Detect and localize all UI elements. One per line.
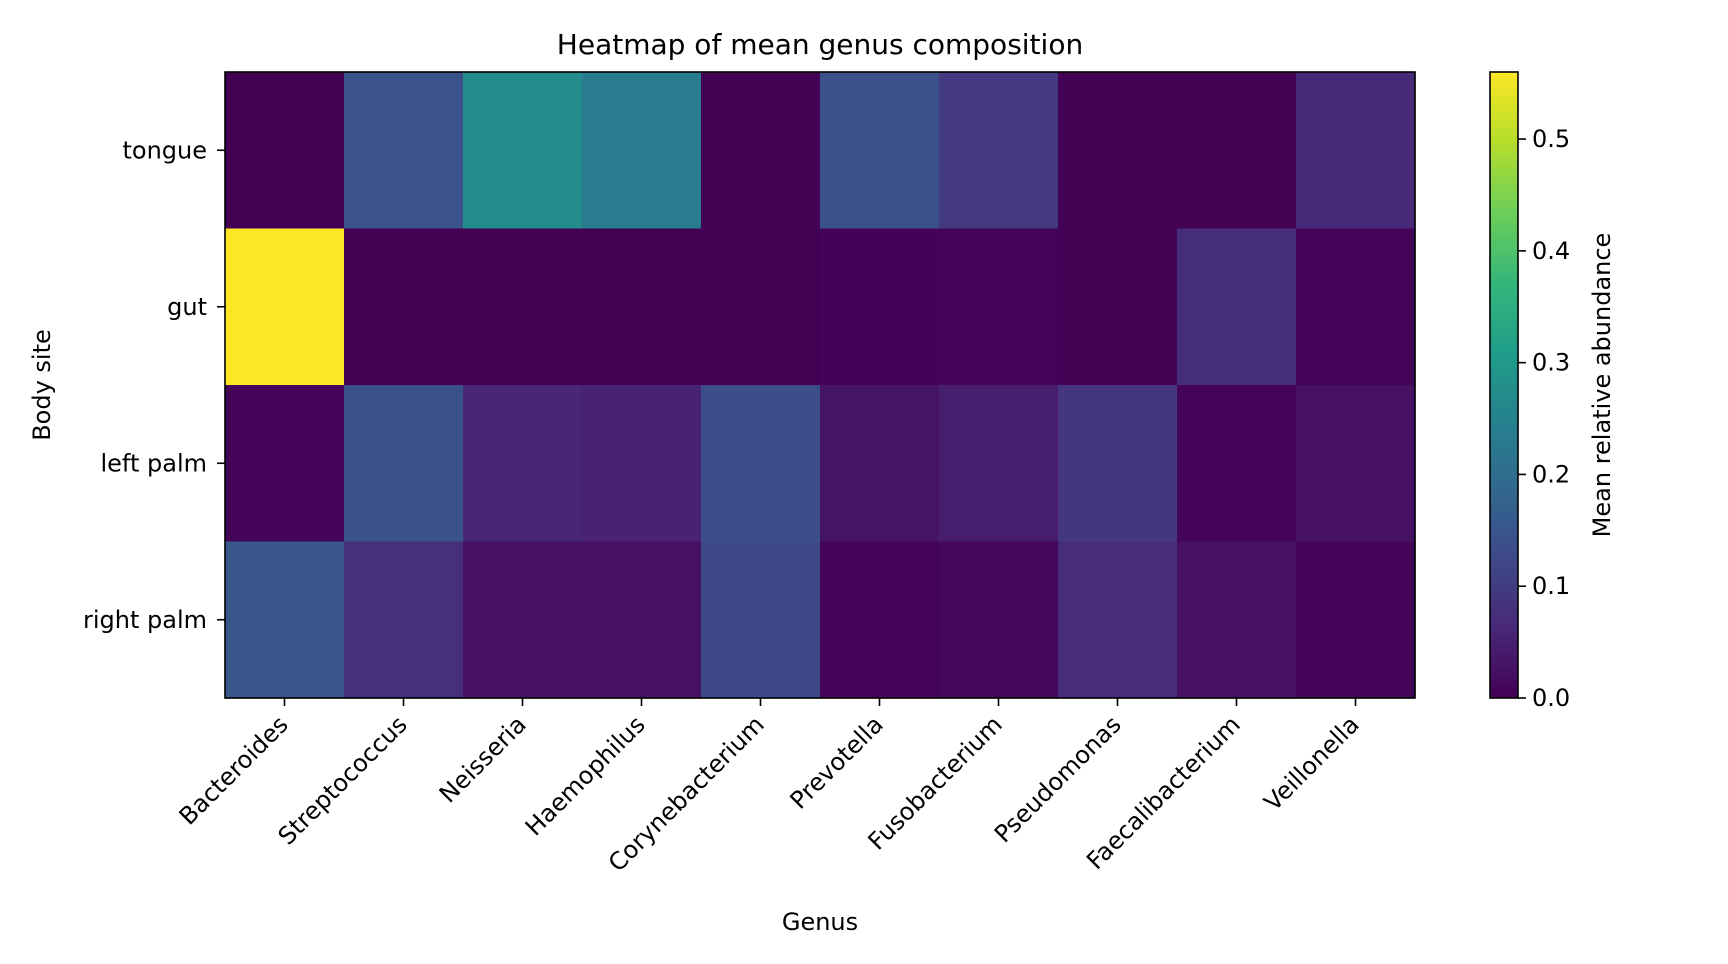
heatmap-cell <box>463 72 583 230</box>
heatmap-cell <box>463 385 583 543</box>
heatmap-cell <box>701 72 821 230</box>
heatmap-cell <box>225 385 345 543</box>
heatmap-cell <box>1296 385 1416 543</box>
x-tick-label: Bacteroides <box>174 710 294 830</box>
heatmap-cell <box>939 72 1059 230</box>
heatmap-cell <box>225 228 345 386</box>
colorbar-gradient <box>1489 71 1519 699</box>
colorbar: 0.0 0.1 0.2 0.3 0.4 0.5 Mean relative abundan… <box>1489 71 1616 712</box>
heatmap-cell <box>582 385 702 543</box>
y-tick-label: right palm <box>83 606 207 634</box>
y-axis-label: Body site <box>28 329 56 441</box>
heatmap-cell <box>1058 541 1178 699</box>
colorbar-tick-label: 0.1 <box>1532 572 1570 600</box>
heatmap-cell <box>582 541 702 699</box>
heatmap-cell <box>701 385 821 543</box>
heatmap-cell <box>1296 228 1416 386</box>
colorbar-tick-label: 0.4 <box>1532 237 1570 265</box>
x-tick-label: Haemophilus <box>520 710 651 841</box>
heatmap-cell <box>820 72 940 230</box>
heatmap-cell <box>1177 228 1297 386</box>
heatmap-cell <box>1177 541 1297 699</box>
colorbar-tick-label: 0.0 <box>1532 684 1570 712</box>
heatmap-cell <box>1058 72 1178 230</box>
heatmap-cell <box>1058 385 1178 543</box>
heatmap-cell <box>939 541 1059 699</box>
colorbar-ticks: 0.0 0.1 0.2 0.3 0.4 0.5 <box>1518 125 1570 712</box>
colorbar-tick-label: 0.3 <box>1532 349 1570 377</box>
heatmap-cell <box>225 72 345 230</box>
heatmap-cell <box>463 541 583 699</box>
colorbar-tick-label: 0.2 <box>1532 460 1570 488</box>
heatmap-cells <box>225 72 1416 699</box>
y-tick-label: tongue <box>122 136 207 164</box>
heatmap-cell <box>1177 385 1297 543</box>
heatmap-cell <box>939 228 1059 386</box>
heatmap-cell <box>463 228 583 386</box>
heatmap-cell <box>701 228 821 386</box>
chart-title: Heatmap of mean genus composition <box>557 28 1083 61</box>
heatmap-cell <box>1058 228 1178 386</box>
heatmap-cell <box>225 541 345 699</box>
x-tick-label: Prevotella <box>785 710 889 814</box>
heatmap-cell <box>820 228 940 386</box>
heatmap-cell <box>582 72 702 230</box>
heatmap-cell <box>344 385 464 543</box>
y-axis-ticks: tongue gut left palm right palm <box>83 136 225 634</box>
heatmap-cell <box>1296 72 1416 230</box>
heatmap-cell <box>820 385 940 543</box>
heatmap-cell <box>344 228 464 386</box>
x-tick-label: Neisseria <box>434 710 532 808</box>
heatmap-cell <box>344 541 464 699</box>
heatmap-cell <box>1177 72 1297 230</box>
heatmap-cell <box>701 541 821 699</box>
colorbar-tick-label: 0.5 <box>1532 125 1570 153</box>
heatmap-cell <box>820 541 940 699</box>
y-tick-label: gut <box>167 293 207 321</box>
heatmap-cell <box>344 72 464 230</box>
plot-frame <box>224 71 1416 699</box>
heatmap-cell <box>1296 541 1416 699</box>
x-tick-label: Pseudomonas <box>989 710 1127 848</box>
y-tick-label: left palm <box>101 449 208 477</box>
x-tick-label: Streptococcus <box>273 710 413 850</box>
x-tick-label: Veillonella <box>1259 710 1365 816</box>
colorbar-label: Mean relative abundance <box>1588 233 1616 538</box>
heatmap-cell <box>582 228 702 386</box>
x-axis-label: Genus <box>782 908 858 936</box>
heatmap-cell <box>939 385 1059 543</box>
